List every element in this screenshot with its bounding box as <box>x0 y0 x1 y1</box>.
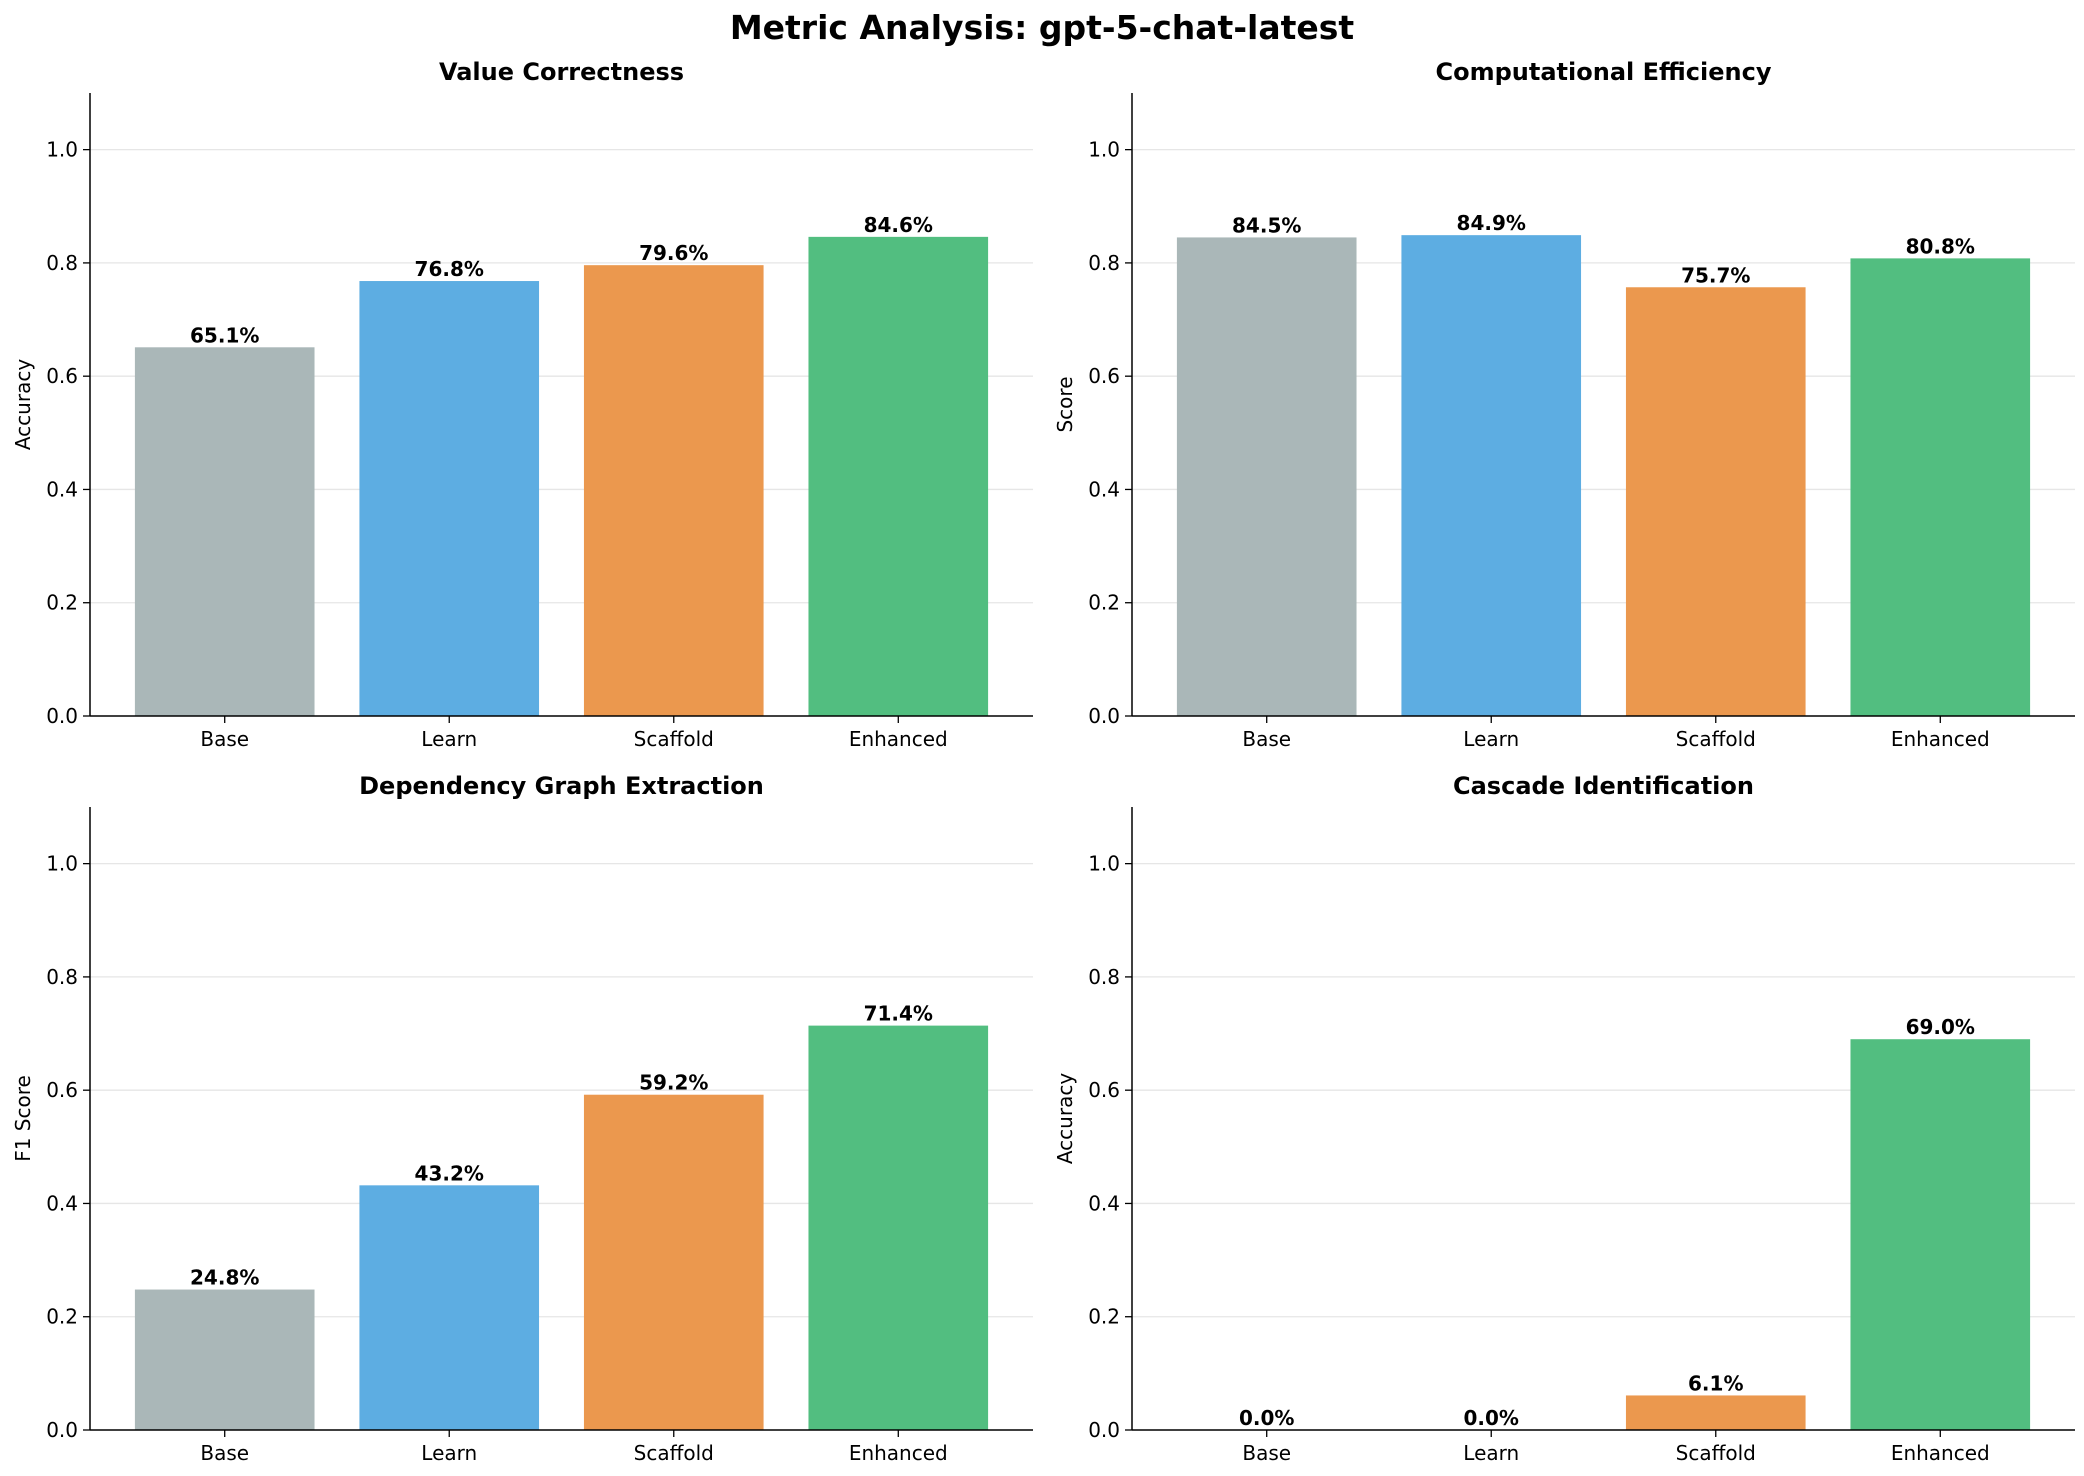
chart-1-xtick-scaffold: Scaffold <box>1676 727 1756 751</box>
chart-2-xtick-learn: Learn <box>421 1441 477 1465</box>
chart-0-data-label-learn: 76.8% <box>415 257 484 281</box>
figure-title: Metric Analysis: gpt-5-chat-latest <box>729 8 1355 47</box>
chart-2-data-label-scaffold: 59.2% <box>639 1071 708 1095</box>
chart-2-data-label-enhanced: 71.4% <box>864 1002 933 1026</box>
chart-0-xtick-enhanced: Enhanced <box>849 727 948 751</box>
chart-3-xtick-learn: Learn <box>1463 1441 1519 1465</box>
chart-3-ytick-3: 0.6 <box>1088 1078 1120 1102</box>
chart-0-data-label-enhanced: 84.6% <box>864 213 933 237</box>
chart-3-ytick-4: 0.8 <box>1088 965 1120 989</box>
chart-3-ytick-1: 0.2 <box>1088 1305 1120 1329</box>
chart-2-bar-base <box>134 1289 315 1430</box>
chart-2-ytick-0: 0.0 <box>46 1418 78 1442</box>
chart-0-data-label-scaffold: 79.6% <box>639 241 708 265</box>
chart-1-xtick-base: Base <box>1242 727 1291 751</box>
chart-3-ytick-0: 0.0 <box>1088 1418 1120 1442</box>
chart-3-ytick-2: 0.4 <box>1088 1191 1120 1215</box>
chart-3-bar-scaffold <box>1625 1395 1806 1430</box>
chart-2-ytick-4: 0.8 <box>46 965 78 989</box>
chart-3-data-label-base: 0.0% <box>1239 1406 1294 1430</box>
chart-0-ytick-3: 0.6 <box>46 364 78 388</box>
chart-1-data-label-enhanced: 80.8% <box>1906 234 1975 258</box>
chart-1-ytick-3: 0.6 <box>1088 364 1120 388</box>
chart-2-bar-learn <box>359 1185 540 1430</box>
chart-1-ytick-1: 0.2 <box>1088 591 1120 615</box>
chart-0-xtick-learn: Learn <box>421 727 477 751</box>
chart-0-title: Value Correctness <box>439 58 684 86</box>
chart-1-data-label-learn: 84.9% <box>1457 211 1526 235</box>
chart-1-bar-base <box>1176 237 1357 716</box>
chart-3-data-label-enhanced: 69.0% <box>1906 1015 1975 1039</box>
chart-1-xtick-enhanced: Enhanced <box>1891 727 1990 751</box>
chart-value-correctness: 65.1% Base 76.8% Learn 79.6% Scaffold 84.6% Enh… <box>11 58 1033 751</box>
chart-0-bar-learn <box>359 281 540 716</box>
chart-1-bar-learn <box>1401 235 1582 716</box>
chart-2-xtick-base: Base <box>200 1441 249 1465</box>
chart-0-xtick-base: Base <box>200 727 249 751</box>
chart-3-xtick-base: Base <box>1242 1441 1291 1465</box>
chart-2-ylabel: F1 Score <box>11 1075 35 1162</box>
chart-2-ytick-3: 0.6 <box>46 1078 78 1102</box>
chart-2-bar-scaffold <box>583 1094 764 1430</box>
chart-cascade-identification: 0.0% Base 0.0% Learn 6.1% Scaffold 69.0% Enhanc… <box>1053 772 2075 1465</box>
chart-3-xtick-enhanced: Enhanced <box>1891 1441 1990 1465</box>
chart-0-ytick-2: 0.4 <box>46 477 78 501</box>
chart-2-xtick-scaffold: Scaffold <box>634 1441 714 1465</box>
chart-2-xtick-enhanced: Enhanced <box>849 1441 948 1465</box>
chart-1-title: Computational Efficiency <box>1436 58 1772 86</box>
chart-1-ytick-5: 1.0 <box>1088 138 1120 162</box>
chart-2-ytick-2: 0.4 <box>46 1191 78 1215</box>
chart-3-ytick-5: 1.0 <box>1088 852 1120 876</box>
chart-0-xtick-scaffold: Scaffold <box>634 727 714 751</box>
chart-0-ytick-5: 1.0 <box>46 138 78 162</box>
chart-1-data-label-scaffold: 75.7% <box>1681 263 1750 287</box>
chart-3-data-label-scaffold: 6.1% <box>1688 1371 1743 1395</box>
chart-0-data-label-base: 65.1% <box>190 323 259 347</box>
chart-0-ytick-1: 0.2 <box>46 591 78 615</box>
chart-3-xtick-scaffold: Scaffold <box>1676 1441 1756 1465</box>
chart-1-bar-scaffold <box>1625 287 1806 716</box>
chart-computational-efficiency: 84.5% Base 84.9% Learn 75.7% Scaffold 80.8% Enh… <box>1053 58 2075 751</box>
chart-1-ytick-4: 0.8 <box>1088 251 1120 275</box>
chart-1-ylabel: Score <box>1053 376 1077 432</box>
chart-3-title: Cascade Identification <box>1453 772 1754 800</box>
chart-2-data-label-base: 24.8% <box>190 1266 259 1290</box>
chart-2-ytick-1: 0.2 <box>46 1305 78 1329</box>
chart-0-ylabel: Accuracy <box>11 359 35 450</box>
chart-2-data-label-learn: 43.2% <box>415 1161 484 1185</box>
chart-3-bar-enhanced <box>1850 1039 2031 1430</box>
chart-3-data-label-learn: 0.0% <box>1464 1406 1519 1430</box>
chart-3-ylabel: Accuracy <box>1053 1073 1077 1164</box>
chart-1-bar-enhanced <box>1850 258 2031 716</box>
chart-0-bar-base <box>134 347 315 716</box>
chart-dependency-graph-extraction: 24.8% Base 43.2% Learn 59.2% Scaffold 71.4% Enh… <box>11 772 1033 1465</box>
chart-0-ytick-0: 0.0 <box>46 704 78 728</box>
chart-1-ytick-0: 0.0 <box>1088 704 1120 728</box>
chart-0-bar-enhanced <box>808 236 989 716</box>
chart-2-ytick-5: 1.0 <box>46 852 78 876</box>
chart-0-ytick-4: 0.8 <box>46 251 78 275</box>
chart-1-xtick-learn: Learn <box>1463 727 1519 751</box>
chart-2-title: Dependency Graph Extraction <box>359 772 764 800</box>
chart-0-bar-scaffold <box>583 265 764 716</box>
chart-1-ytick-2: 0.4 <box>1088 477 1120 501</box>
chart-2-bar-enhanced <box>808 1025 989 1430</box>
chart-1-data-label-base: 84.5% <box>1232 213 1301 237</box>
